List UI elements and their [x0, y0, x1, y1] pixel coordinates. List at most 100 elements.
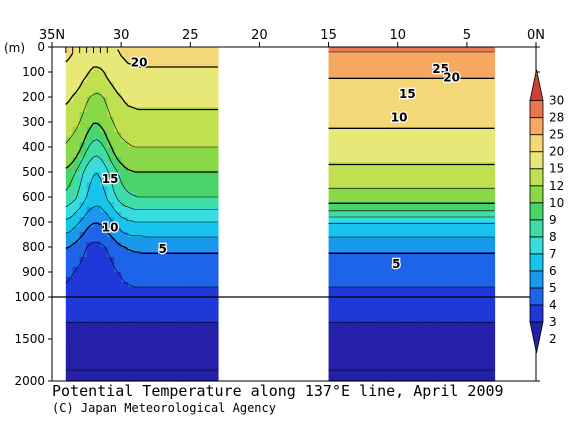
temperature-cell: [176, 222, 184, 228]
temperature-cell: [453, 300, 461, 303]
temperature-cell: [397, 332, 406, 335]
temperature-cell: [128, 362, 136, 365]
temperature-cell: [148, 182, 157, 188]
temperature-cell: [390, 252, 399, 258]
temperature-cell: [390, 242, 399, 248]
temperature-cell: [79, 107, 88, 113]
y-tick-label: 300: [22, 115, 45, 129]
temperature-cell: [370, 47, 378, 53]
temperature-cell: [121, 217, 129, 223]
temperature-cell: [128, 257, 136, 263]
temperature-cell: [446, 287, 454, 293]
temperature-cell: [411, 342, 420, 345]
temperature-cell: [190, 340, 198, 343]
temperature-cell: [487, 340, 496, 343]
temperature-cell: [114, 315, 122, 318]
temperature-cell: [342, 67, 350, 73]
temperature-cell: [114, 364, 122, 367]
temperature-cell: [432, 67, 440, 73]
temperature-cell: [79, 354, 88, 357]
temperature-cell: [114, 52, 122, 58]
temperature-cell: [446, 332, 454, 335]
temperature-cell: [356, 344, 364, 347]
temperature-cell: [383, 365, 392, 369]
temperature-cell: [197, 362, 205, 365]
temperature-cell: [197, 302, 205, 305]
temperature-cell: [397, 327, 406, 330]
temperature-cell: [376, 308, 385, 312]
temperature-cell: [162, 298, 171, 301]
temperature-cell: [197, 77, 205, 83]
temperature-cell: [169, 322, 178, 325]
temperature-cell: [190, 242, 198, 248]
temperature-cell: [349, 320, 357, 323]
temperature-cell: [397, 252, 406, 258]
temperature-cell: [466, 177, 475, 183]
temperature-cell: [190, 297, 198, 300]
temperature-cell: [425, 310, 433, 313]
temperature-cell: [86, 347, 95, 350]
temperature-cell: [425, 232, 433, 238]
temperature-cell: [93, 328, 101, 332]
temperature-cell: [190, 172, 198, 178]
temperature-cell: [86, 172, 95, 178]
temperature-cell: [197, 122, 205, 128]
temperature-cell: [370, 302, 378, 305]
temperature-cell: [466, 207, 475, 213]
temperature-cell: [349, 117, 357, 123]
temperature-cell: [197, 177, 205, 183]
temperature-cell: [425, 167, 433, 173]
temperature-cell: [473, 72, 482, 78]
temperature-cell: [72, 340, 81, 343]
temperature-cell: [100, 87, 108, 93]
temperature-cell: [459, 282, 468, 288]
temperature-cell: [190, 303, 198, 306]
temperature-cell: [383, 242, 392, 248]
temperature-cell: [128, 262, 136, 268]
temperature-cell: [390, 177, 399, 183]
temperature-cell: [197, 97, 205, 103]
temperature-cell: [390, 333, 399, 337]
temperature-cell: [466, 372, 475, 375]
temperature-cell: [466, 305, 475, 308]
temperature-cell: [397, 340, 406, 343]
temperature-cell: [148, 377, 157, 380]
temperature-cell: [134, 323, 143, 327]
temperature-cell: [328, 247, 337, 253]
temperature-cell: [363, 345, 371, 348]
temperature-cell: [183, 157, 191, 163]
temperature-cell: [363, 117, 371, 123]
temperature-cell: [432, 182, 440, 188]
temperature-cell: [197, 335, 205, 338]
temperature-cell: [453, 370, 461, 374]
temperature-cell: [100, 327, 108, 330]
temperature-cell: [363, 127, 371, 133]
temperature-cell: [148, 202, 157, 208]
temperature-cell: [65, 147, 74, 153]
temperature-cell: [121, 349, 129, 352]
temperature-cell: [121, 317, 129, 320]
temperature-cell: [418, 320, 426, 323]
temperature-cell: [155, 342, 164, 345]
temperature-cell: [162, 47, 171, 53]
temperature-cell: [453, 247, 461, 253]
temperature-cell: [459, 349, 468, 352]
temperature-cell: [134, 325, 143, 328]
temperature-cell: [376, 379, 385, 382]
temperature-cell: [411, 298, 420, 301]
temperature-cell: [211, 112, 219, 118]
temperature-cell: [100, 57, 108, 63]
temperature-cell: [190, 379, 198, 382]
temperature-cell: [114, 172, 122, 178]
temperature-cell: [197, 262, 205, 268]
temperature-cell: [356, 300, 364, 303]
temperature-cell: [86, 92, 95, 98]
temperature-cell: [349, 182, 357, 188]
temperature-cell: [107, 237, 115, 243]
temperature-cell: [190, 47, 198, 53]
temperature-cell: [134, 339, 143, 342]
temperature-cell: [86, 72, 95, 78]
temperature-cell: [121, 313, 129, 317]
temperature-cell: [473, 217, 482, 223]
temperature-cell: [459, 377, 468, 380]
